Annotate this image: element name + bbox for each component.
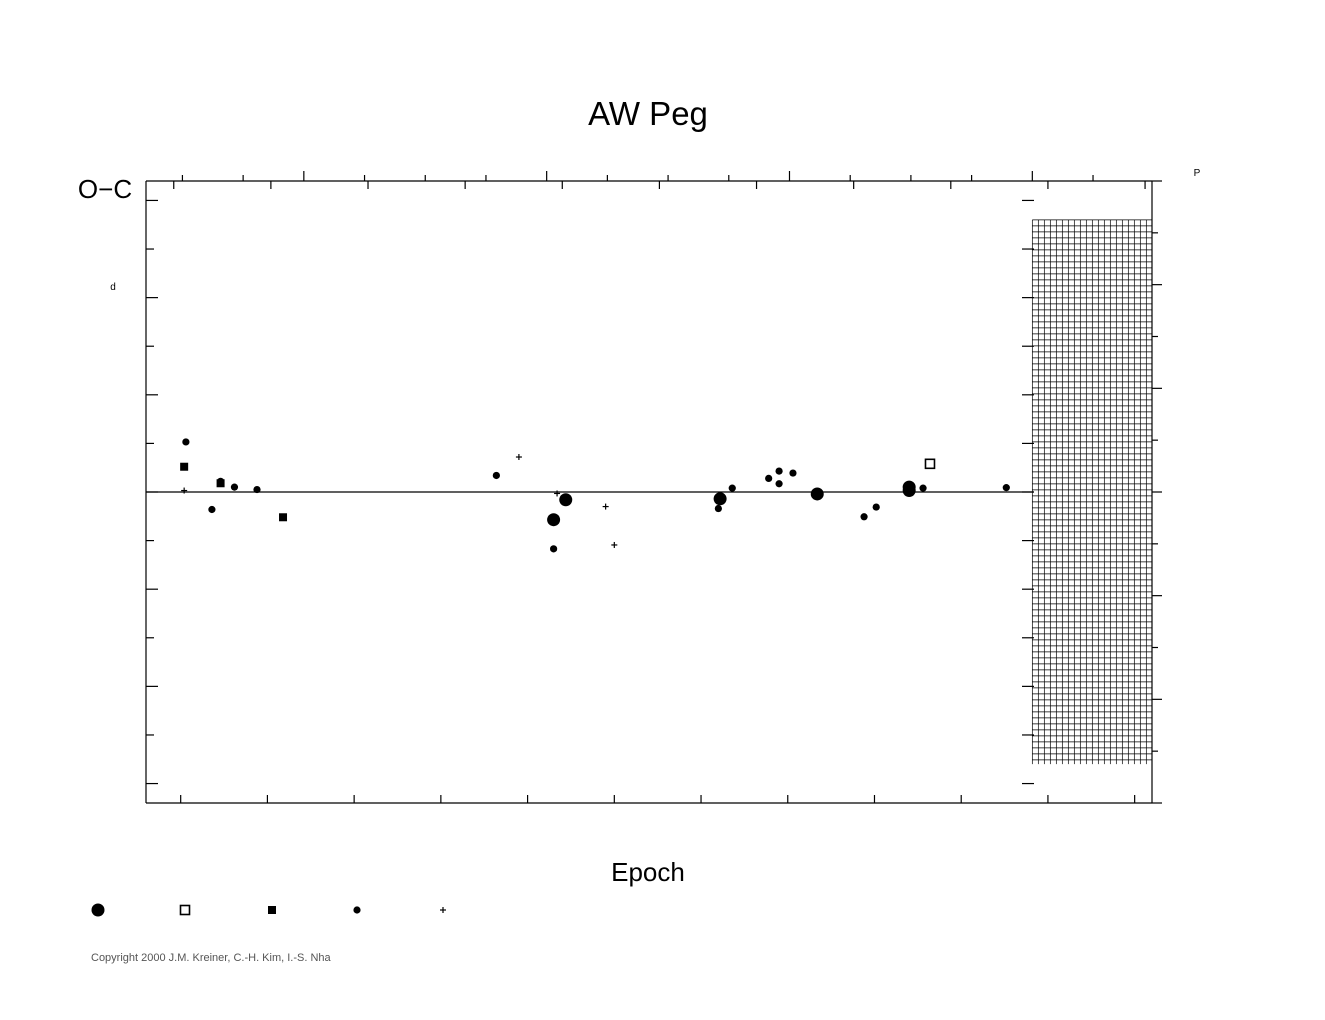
legend-marker-plus: [440, 907, 446, 913]
point-vi-i: [775, 480, 783, 488]
legend-marker-large-dot: [91, 903, 105, 917]
legend-marker-square: [268, 906, 276, 914]
point-vi-i: [1002, 484, 1010, 492]
right-unit-mark: P: [1194, 168, 1201, 179]
point-pe-i: [810, 487, 824, 501]
point-pe-i: [559, 493, 573, 507]
point-pe-i: [902, 484, 916, 498]
point-vi-i: [208, 505, 216, 514]
point-vi-i: [550, 545, 558, 553]
point-vi-i: [765, 474, 773, 482]
point-pg-i: [180, 462, 189, 471]
legend: [91, 903, 446, 917]
point-vi-i: [919, 484, 927, 492]
axes: [145, 171, 1162, 804]
point-vi-i: [230, 483, 239, 491]
y-axis-label: O−C: [78, 174, 132, 204]
point-vi-i: [775, 467, 783, 475]
point-p-i: [181, 487, 188, 494]
point-p-i: [611, 541, 618, 548]
point-pe-i: [547, 513, 561, 527]
chart-title: AW Peg: [588, 95, 708, 132]
data-points: [180, 438, 1010, 553]
x-axis-label: Epoch: [611, 857, 685, 887]
point-vi-i: [253, 485, 261, 494]
point-p-i: [515, 454, 522, 461]
point-ccd-ii: [924, 458, 936, 470]
hatched-region: [1031, 219, 1152, 765]
point-vi-i: [789, 469, 797, 477]
point-vi-i: [714, 504, 722, 513]
point-vi-i: [492, 471, 500, 480]
point-vi-i: [860, 513, 868, 521]
point-pe-i: [713, 492, 727, 506]
point-p-i: [602, 503, 609, 510]
point-vi-i: [182, 438, 190, 446]
point-vi-i: [216, 477, 225, 485]
point-p-i: [554, 490, 561, 497]
legend-marker-open-square: [179, 904, 191, 916]
point-pg-i: [279, 513, 288, 522]
copyright-text: Copyright 2000 J.M. Kreiner, C.-H. Kim, …: [91, 952, 332, 964]
point-vi-i: [728, 484, 736, 492]
legend-marker-small-dot: [353, 906, 361, 914]
point-vi-i: [872, 503, 880, 511]
left-unit-mark: d: [110, 282, 116, 293]
